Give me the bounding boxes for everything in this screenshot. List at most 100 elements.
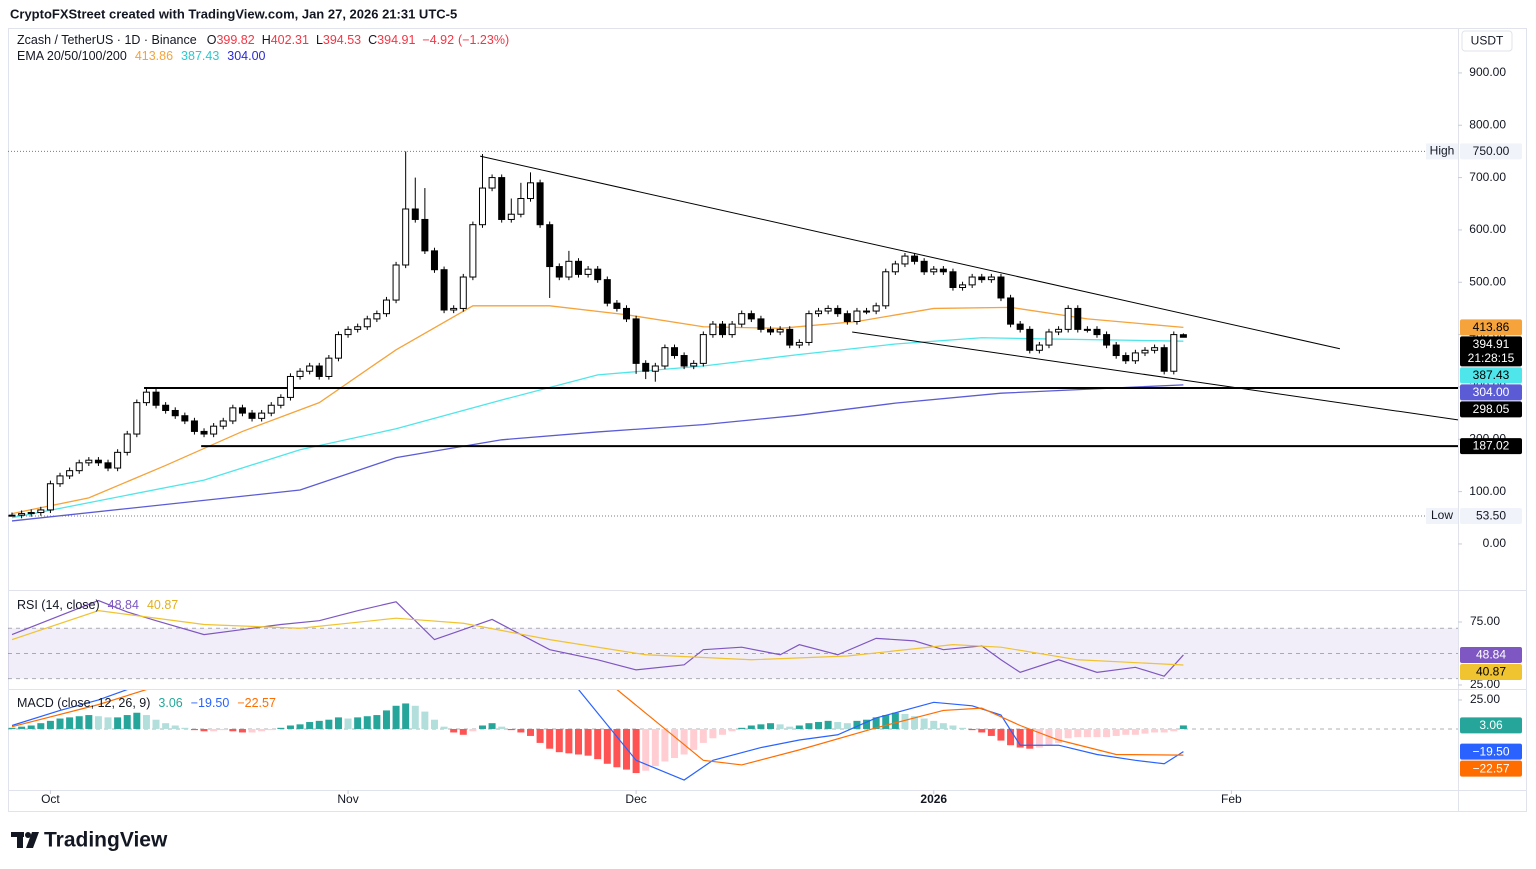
legend-macd: MACD (close, 12, 26, 9) 3.06 −19.50 −22.57 <box>17 696 276 710</box>
macd-histogram-bar <box>1035 728 1043 748</box>
macd-histogram-bar <box>891 712 899 729</box>
candle-body <box>882 271 890 307</box>
macd-histogram-bar <box>1122 728 1130 735</box>
rsi-line <box>11 610 1184 666</box>
macd-histogram-bar <box>824 720 832 729</box>
macd-histogram-bar <box>450 728 458 733</box>
macd-histogram-bar <box>574 728 582 755</box>
macd-histogram-bar <box>1074 728 1082 738</box>
candle-body <box>930 268 938 273</box>
macd-histogram-bar <box>1007 728 1015 746</box>
macd-histogram-bar <box>632 728 640 774</box>
candle-body <box>373 313 381 320</box>
candle-body <box>37 509 45 514</box>
candle-body <box>517 198 525 215</box>
change-percent: (−1.23%) <box>458 33 509 47</box>
candle-body <box>306 365 314 372</box>
macd-histogram-bar <box>853 720 861 729</box>
high-badge-label: 750.00 <box>1473 144 1510 158</box>
macd-histogram-bar <box>325 719 333 729</box>
candle-body <box>594 268 602 281</box>
low-value: 394.53 <box>323 33 361 47</box>
macd-histogram-bar <box>363 716 371 729</box>
candle-body <box>1151 347 1159 351</box>
y-tick-label: 100.00 <box>1469 484 1506 498</box>
trendline <box>479 155 1341 350</box>
ohlc-letter: O <box>207 33 217 47</box>
logo-part <box>25 832 31 838</box>
candle-body <box>651 365 659 372</box>
ema-title: EMA 20/50/100/200 <box>17 49 127 63</box>
macd-histogram-bar <box>594 728 602 760</box>
macd-histogram-bar <box>238 728 246 733</box>
candle-body <box>402 208 410 266</box>
macd-histogram-bar <box>286 725 294 729</box>
currency: USDT <box>1471 34 1504 48</box>
rsi-title: RSI (14, close) <box>17 598 100 612</box>
macd-histogram-bar <box>37 723 45 729</box>
candle-body <box>190 420 198 432</box>
candle-body <box>968 276 976 286</box>
candle-body <box>824 307 832 312</box>
candle-body <box>440 269 448 311</box>
price-badge-label: −19.50 <box>1472 744 1509 758</box>
candle-body <box>267 404 275 414</box>
candle-body <box>1093 328 1101 336</box>
macd-histogram-bar <box>152 719 160 729</box>
macd-histogram-bar <box>1151 728 1159 733</box>
macd-histogram-bar <box>421 711 429 729</box>
candle-body <box>56 475 64 485</box>
candle-body <box>507 213 515 220</box>
candle-body <box>1016 323 1024 330</box>
macd-histogram-bar <box>882 715 890 729</box>
macd-histogram-bar <box>661 728 669 762</box>
candle-body <box>152 391 160 406</box>
macd-hist-value: 3.06 <box>158 696 182 710</box>
candle-body <box>853 310 861 323</box>
macd-histogram-bar <box>959 727 967 729</box>
trendline <box>852 331 1458 421</box>
macd-histogram-bar <box>1093 728 1101 738</box>
macd-histogram-bar <box>584 728 592 756</box>
macd-histogram-bar <box>546 728 554 749</box>
legend-rsi: RSI (14, close) 48.84 40.87 <box>17 598 178 612</box>
macd-histogram-bar <box>440 726 448 729</box>
macd-histogram-bar <box>978 728 986 733</box>
candle-body <box>363 318 371 328</box>
low-name-box <box>1426 507 1458 524</box>
candle-body <box>296 370 304 377</box>
x-tick-label: 2026 <box>920 792 947 806</box>
macd-histogram-bar <box>911 716 919 729</box>
ohlc-letter: H <box>262 33 271 47</box>
macd-histogram-bar <box>459 728 467 735</box>
x-tick-label: Nov <box>337 792 358 806</box>
macd-histogram-bar <box>1131 728 1139 735</box>
macd-histogram-bar <box>181 727 189 729</box>
y-tick-label: 500.00 <box>1469 274 1506 288</box>
y-tick-label: 25.00 <box>1470 677 1500 691</box>
candle-body <box>805 313 813 343</box>
candle-body <box>334 334 342 359</box>
macd-histogram-bar <box>690 728 698 750</box>
candle-body <box>680 355 688 367</box>
macd-histogram-bar <box>968 728 976 731</box>
macd-histogram-bar <box>392 705 400 729</box>
candle-body <box>555 266 563 278</box>
candle-body <box>277 396 285 406</box>
candle-body <box>1035 344 1043 351</box>
y-tick-label: 700.00 <box>1469 170 1506 184</box>
macd-histogram-bar <box>671 728 679 758</box>
price-badge-label: 394.91 <box>1473 337 1510 351</box>
axes: 0.00100.00200.00300.00400.00500.00600.00… <box>41 65 1522 806</box>
rsi-pane <box>8 599 1458 680</box>
macd-histogram-bar <box>411 705 419 729</box>
close-value: 394.91 <box>377 33 415 47</box>
price-badge-label: −22.57 <box>1472 761 1509 775</box>
logo-part <box>17 832 23 848</box>
price-badge-label: 387.43 <box>1473 368 1510 382</box>
macd-histogram-bar <box>190 728 198 731</box>
candle-body <box>18 513 26 516</box>
macd-histogram-bar <box>66 717 74 729</box>
macd-title: MACD (close, 12, 26, 9) <box>17 696 150 710</box>
